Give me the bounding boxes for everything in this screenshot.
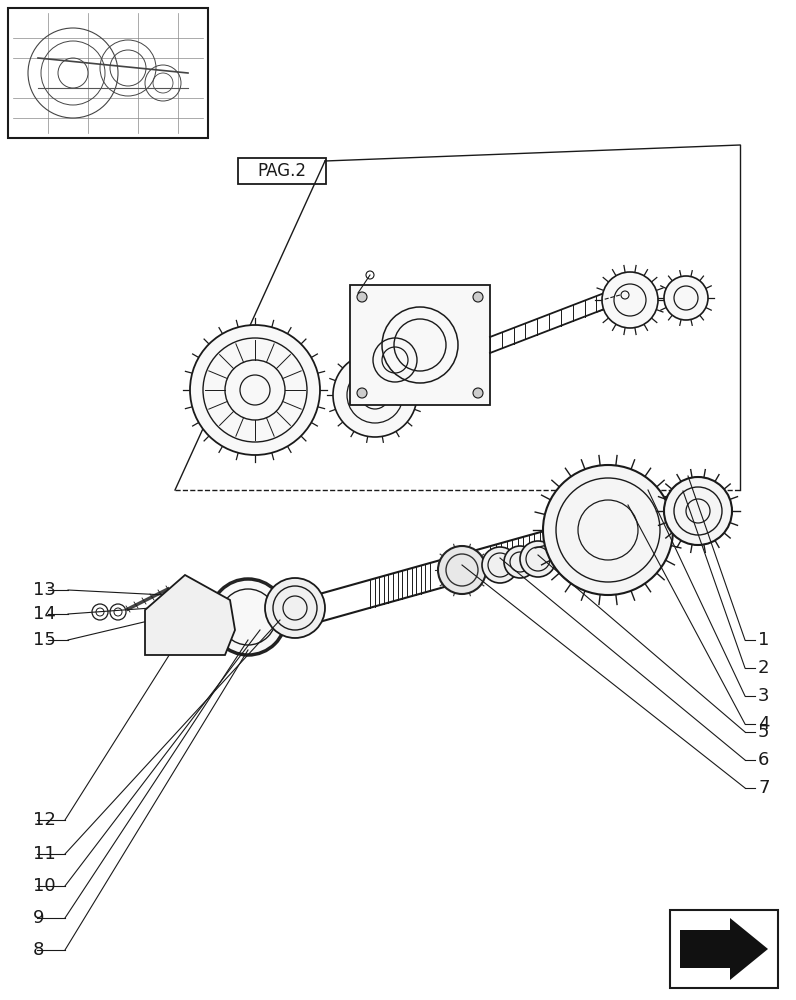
Text: PAG.2: PAG.2 xyxy=(257,162,306,180)
Bar xyxy=(670,910,778,988)
Text: 9: 9 xyxy=(33,909,45,927)
Circle shape xyxy=(265,578,325,638)
Circle shape xyxy=(520,541,556,577)
Circle shape xyxy=(210,579,286,655)
Bar xyxy=(238,158,326,184)
Circle shape xyxy=(190,325,320,455)
Polygon shape xyxy=(145,575,235,655)
Text: 14: 14 xyxy=(33,605,56,623)
Text: 13: 13 xyxy=(33,581,56,599)
Circle shape xyxy=(175,585,185,595)
Text: 2: 2 xyxy=(758,659,770,677)
Circle shape xyxy=(664,477,732,545)
Polygon shape xyxy=(680,918,768,980)
Text: 15: 15 xyxy=(33,631,56,649)
Text: 8: 8 xyxy=(33,941,45,959)
Circle shape xyxy=(357,292,367,302)
Text: 4: 4 xyxy=(758,715,770,733)
Circle shape xyxy=(438,546,486,594)
Circle shape xyxy=(212,635,222,645)
Circle shape xyxy=(543,465,673,595)
Circle shape xyxy=(664,276,708,320)
Circle shape xyxy=(482,547,518,583)
Text: 12: 12 xyxy=(33,811,56,829)
Text: 5: 5 xyxy=(758,723,770,741)
Circle shape xyxy=(602,272,658,328)
Text: 3: 3 xyxy=(758,687,770,705)
Circle shape xyxy=(155,635,165,645)
Circle shape xyxy=(504,546,536,578)
Text: 7: 7 xyxy=(758,779,770,797)
Text: 6: 6 xyxy=(758,751,770,769)
Circle shape xyxy=(357,388,367,398)
Circle shape xyxy=(473,292,483,302)
Circle shape xyxy=(473,388,483,398)
Text: 11: 11 xyxy=(33,845,56,863)
Bar xyxy=(350,285,490,405)
Bar xyxy=(8,8,208,138)
Circle shape xyxy=(333,353,417,437)
Text: 10: 10 xyxy=(33,877,56,895)
Text: 1: 1 xyxy=(758,631,770,649)
